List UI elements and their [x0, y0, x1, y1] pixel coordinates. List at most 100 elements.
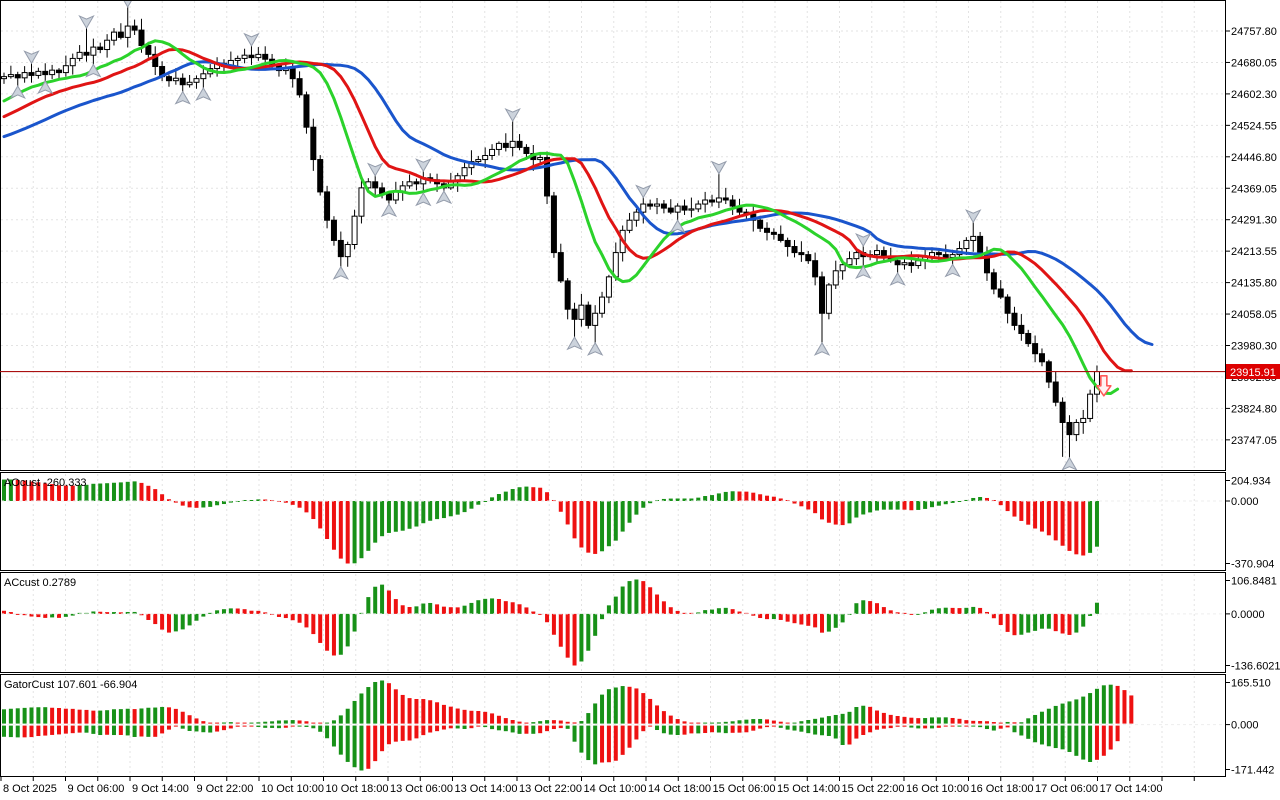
ac-bar: [943, 607, 948, 614]
fractal-down-icon: [1061, 456, 1078, 471]
gator-bar: [455, 708, 460, 724]
ac-bar: [861, 600, 866, 614]
gator-bar: [1074, 725, 1079, 756]
candle-body: [117, 31, 124, 38]
gator-bar: [111, 725, 116, 736]
ac-bar: [648, 587, 653, 614]
gator-bar: [325, 725, 330, 739]
time-axis-label: 14 Oct 10:00: [584, 783, 647, 795]
gator-bar: [1060, 703, 1065, 724]
gator-bar: [1101, 725, 1106, 756]
gator-bar: [318, 722, 323, 724]
candle-body: [241, 54, 248, 59]
gator-bar: [510, 725, 515, 733]
fractal-down-icon: [813, 341, 831, 356]
ac-bar: [964, 607, 969, 614]
gator-bar: [868, 706, 873, 724]
gator-bar: [421, 699, 426, 724]
candle-body: [406, 181, 413, 187]
candle-body: [337, 239, 344, 258]
ac-bar: [331, 613, 336, 656]
fractal-down-icon: [566, 336, 583, 351]
ao-bar: [1039, 500, 1044, 532]
gator-bar: [228, 722, 233, 724]
gator-bar: [56, 725, 61, 735]
gator-bar: [256, 722, 261, 724]
gator-bar: [895, 725, 900, 727]
price-axis-label: 24291.30: [1231, 215, 1277, 227]
gator-bar: [998, 725, 1003, 729]
current-price-value: 23915.91: [1230, 367, 1276, 379]
gator-bar: [187, 725, 192, 731]
candles: [1, 5, 1100, 460]
ac-bar: [840, 613, 845, 623]
gator-bar: [792, 722, 797, 724]
candle-body: [633, 211, 640, 221]
gator-bar: [1081, 696, 1086, 724]
gator-bar: [153, 725, 158, 737]
gator-bar: [70, 708, 75, 724]
gator-bar: [56, 708, 61, 724]
gator-bar: [971, 725, 976, 727]
candle-body: [296, 78, 303, 96]
time-axis-label: 17 Oct 14:00: [1100, 783, 1163, 795]
ao-bar: [909, 500, 914, 511]
gator-bar: [105, 710, 110, 724]
ao-bar: [111, 482, 116, 501]
ac-bar: [545, 613, 550, 623]
ao-bar: [400, 500, 405, 531]
price-axis-label: 24213.55: [1231, 246, 1277, 258]
gator-bar: [118, 709, 123, 724]
gator-bar: [600, 694, 605, 724]
gator-bar: [331, 720, 336, 724]
gator-bar: [194, 718, 199, 724]
ac-bar: [538, 613, 543, 615]
gator-bar: [758, 725, 763, 729]
ao-bar: [538, 487, 543, 501]
candle-body: [585, 304, 592, 326]
time-axis-label: 15 Oct 14:00: [777, 783, 840, 795]
gator-bar: [476, 710, 481, 724]
ac-bar: [63, 613, 68, 617]
gator-bar: [806, 725, 811, 734]
gator-bar: [991, 725, 996, 731]
ac-bar: [950, 607, 955, 614]
gator-bar: [1046, 725, 1051, 747]
ao-bar: [682, 498, 687, 501]
ac-bar: [696, 612, 701, 614]
gator-bar: [503, 718, 508, 724]
gator-bar: [490, 713, 495, 724]
ao-bar: [730, 491, 735, 501]
gator-bar: [923, 725, 928, 729]
gator-bar: [77, 709, 82, 724]
ao-bar: [153, 489, 158, 501]
price-axis-label: 24524.55: [1231, 120, 1277, 132]
gator-bar: [881, 725, 886, 729]
ao-bar: [160, 494, 165, 501]
ac-bar: [641, 581, 646, 614]
ac-bar: [1088, 613, 1093, 616]
ao-bar: [861, 500, 866, 515]
candle-body: [605, 276, 612, 298]
gator-bar: [331, 725, 336, 747]
candle-body: [990, 272, 997, 290]
ao-bar: [414, 500, 419, 527]
ao-bar: [373, 500, 378, 543]
gator-bar: [689, 722, 694, 724]
gator-bar: [778, 725, 783, 728]
candle-body: [324, 191, 331, 221]
ao-bar: [545, 492, 550, 501]
ac-bar: [737, 611, 742, 614]
gator-bar: [517, 725, 522, 734]
gator-bar: [957, 718, 962, 724]
gator-bar: [758, 718, 763, 724]
candle-body: [461, 167, 468, 177]
gator-bar: [806, 719, 811, 724]
ao-bar: [441, 500, 446, 519]
ac-bar: [400, 605, 405, 614]
ao-bar: [957, 500, 962, 502]
gator-bar: [249, 725, 254, 727]
gator-bar: [1081, 725, 1086, 760]
fractal-down-icon: [669, 219, 686, 234]
